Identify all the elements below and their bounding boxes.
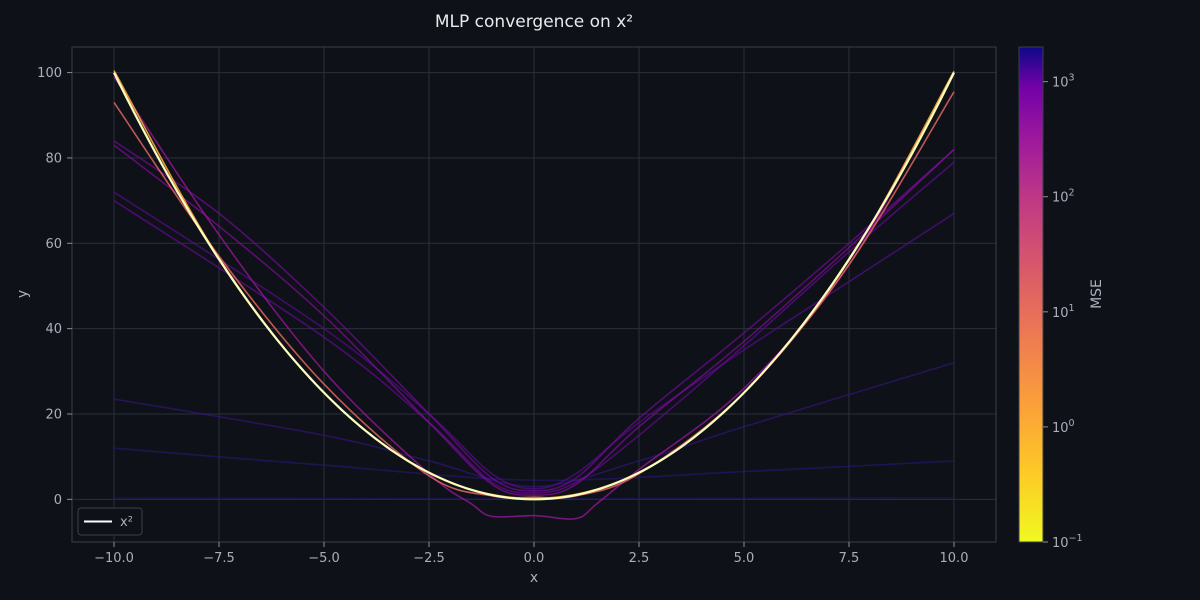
colorbar-tick-label: 100: [1052, 418, 1075, 436]
colorbar-gradient: [1019, 47, 1043, 542]
series-line-7: [113, 144, 955, 496]
x-tick-label: 7.5: [839, 551, 860, 566]
colorbar-tick-label: 102: [1052, 188, 1075, 206]
y-tick-label: 20: [45, 407, 62, 422]
y-tick-label: 80: [45, 151, 62, 166]
y-axis-ticks: 0 20 40 60 80 100: [37, 66, 72, 508]
y-axis-label: y: [15, 290, 31, 298]
series-line-6: [113, 140, 955, 492]
x-tick-label: 2.5: [629, 551, 650, 566]
x-tick-label: 5.0: [734, 551, 755, 566]
series-line-2: [113, 447, 955, 482]
colorbar-tick-label: 101: [1052, 303, 1075, 321]
target-line: [113, 72, 955, 501]
series-line-3: [113, 362, 955, 488]
grid: [72, 47, 996, 542]
x-tick-label: −10.0: [94, 551, 134, 566]
chart-title: MLP convergence on x²: [435, 12, 633, 32]
target-curve: [113, 72, 955, 501]
series-line-4: [113, 191, 955, 490]
colorbar-tick-label: 103: [1052, 73, 1075, 91]
y-tick-label: 0: [54, 493, 62, 508]
series-line-9: [113, 91, 955, 499]
y-tick-label: 40: [45, 322, 62, 337]
x-axis-label: x: [530, 570, 538, 586]
colorbar-label: MSE: [1089, 279, 1105, 309]
colorbar-ticks: 10−1 100 101 102 103: [1043, 73, 1083, 551]
legend: x²: [77, 507, 143, 536]
y-tick-label: 60: [45, 237, 62, 252]
x-tick-label: 0.0: [524, 551, 545, 566]
x-tick-label: −7.5: [203, 551, 235, 566]
colorbar-frame: [1018, 46, 1044, 543]
colorbar: 10−1 100 101 102 103 MSE: [1018, 46, 1105, 551]
series-line-5: [113, 161, 955, 494]
colorbar-tick-label: 10−1: [1052, 533, 1083, 551]
x-tick-label: 10.0: [940, 551, 969, 566]
x-tick-label: −5.0: [308, 551, 340, 566]
x-axis-ticks: −10.0 −7.5 −5.0 −2.5 0.0 2.5 5.0 7.5 10.0: [94, 542, 968, 566]
x-tick-label: −2.5: [413, 551, 445, 566]
y-tick-label: 100: [37, 66, 62, 81]
legend-label: x²: [120, 515, 133, 530]
